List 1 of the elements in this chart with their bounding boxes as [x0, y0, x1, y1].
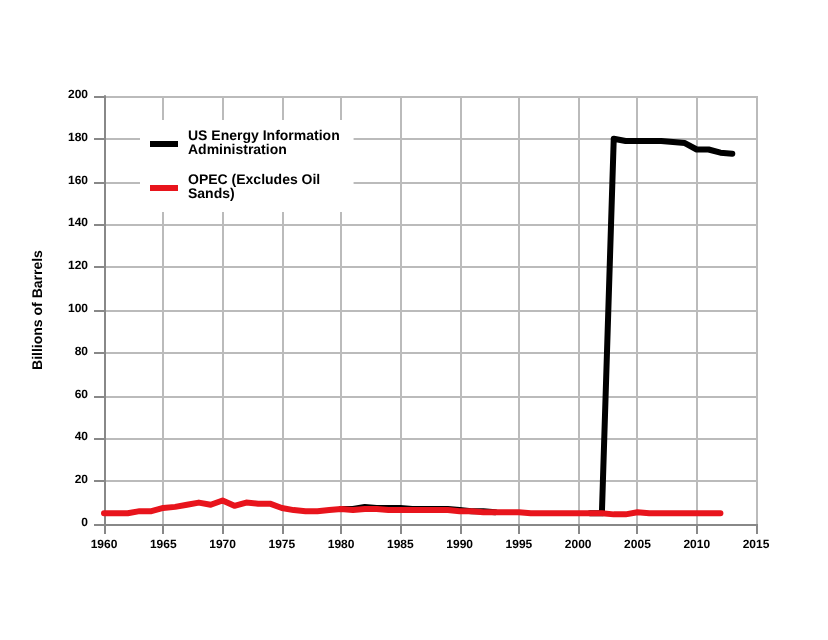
line-series	[101, 497, 724, 518]
